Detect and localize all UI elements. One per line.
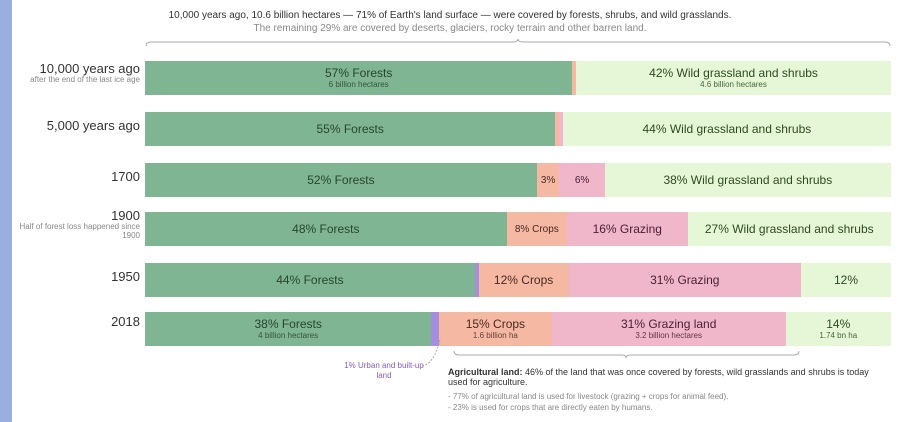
bar-segment-crops: 8% Crops (506, 212, 567, 246)
segment-label: 38% Forests (254, 317, 322, 331)
segment-label: 3% (540, 174, 556, 186)
bar-segment-grazing: 6% (559, 163, 605, 197)
bar-row: 57% Forests 6 billion hectares 42% Wild gr… (145, 61, 891, 95)
bar-segment-urban (431, 312, 439, 346)
segment-label: 27% Wild grassland and shrubs (704, 221, 874, 236)
segment-label: 44% Forests (276, 272, 344, 287)
segment-sublabel: 1.74 bn ha (819, 331, 858, 340)
agriculture-summary-label: Agricultural land: (448, 367, 523, 377)
header-line-2: The remaining 29% are covered by deserts… (253, 23, 647, 34)
top-bracket (145, 38, 891, 47)
segment-sublabel: 4.6 billion hectares (700, 80, 767, 89)
segment-label: 15% Crops (465, 317, 526, 331)
segment-label: 48% Forests (292, 221, 360, 236)
header-line-1: 10,000 years ago, 10.6 billion hectares … (168, 10, 732, 21)
row-label: 1700 (111, 169, 140, 184)
row-label: 2018 (111, 314, 140, 329)
agriculture-note-crops: - 23% is used for crops that are directl… (448, 403, 653, 412)
segment-label: 57% Forests (324, 66, 393, 80)
bar-row: 48% Forests 8% Crops 16% Grazing 27% Wild g… (145, 212, 891, 246)
bar-segment-forest: 57% Forests 6 billion hectares (145, 61, 573, 95)
bar-segment-wild: 27% Wild grassland and shrubs (687, 212, 891, 246)
bar-segment-forest: 52% Forests (145, 163, 537, 197)
segment-label: 44% Wild grassland and shrubs (642, 121, 812, 136)
bar-segment-crops (555, 112, 560, 146)
agriculture-summary-text: 46% of the land that was once covered by… (448, 367, 869, 387)
segment-label: 42% Wild grassland and shrubs (649, 66, 818, 80)
bar-segment-urban (474, 263, 479, 297)
row-label: 10,000 years ago (39, 61, 140, 76)
bar-segment-forest: 55% Forests (145, 112, 556, 146)
segment-sublabel: 4 billion hectares (258, 331, 319, 340)
segment-label: 16% Grazing (592, 221, 662, 236)
row-label: 5,000 years ago (46, 118, 140, 133)
row-label: 1900 (111, 208, 140, 223)
urban-leader-line (421, 339, 441, 367)
segment-label: 31% Grazing (650, 272, 720, 287)
segment-label: 31% Grazing land (621, 317, 717, 331)
bar-row: 44% Forests 12% Crops 31% Grazing 12% (145, 263, 891, 297)
segment-label: 52% Forests (307, 172, 375, 187)
bar-row: 38% Forests 4 billion hectares 15% Crops 1.… (145, 312, 891, 346)
bar-segment-wild: 14% 1.74 bn ha (785, 312, 891, 346)
row-sublabel: after the end of the last ice age (30, 75, 140, 84)
agriculture-summary: Agricultural land: 46% of the land that … (448, 367, 888, 387)
row-label: 1950 (111, 269, 140, 284)
segment-label: 8% Crops (514, 223, 559, 235)
bar-segment-grazing: 31% Grazing (568, 263, 802, 297)
bar-segment-grazing: 16% Grazing (566, 212, 688, 246)
agriculture-bracket (453, 350, 800, 359)
segment-label: 6% (574, 174, 590, 186)
bar-segment-wild: 38% Wild grassland and shrubs (604, 163, 891, 197)
bar-segment-wild: 44% Wild grassland and shrubs (562, 112, 891, 146)
urban-annotation: 1% Urban and built-up land (344, 361, 424, 380)
bar-segment-crops: 3% (536, 163, 560, 197)
bar-row: 52% Forests 3% 6% 38% Wild grassland and sh… (145, 163, 891, 197)
segment-sublabel: 3.2 billion hectares (635, 331, 703, 340)
segment-label: 38% Wild grassland and shrubs (663, 172, 833, 187)
segment-sublabel: 1.6 billion ha (472, 331, 518, 340)
segment-label: 12% Crops (493, 272, 554, 287)
row-sublabel: Half of forest loss happened since 1900 (19, 222, 140, 240)
agriculture-note-livestock: - 77% of agricultural land is used for l… (448, 392, 729, 401)
bar-segment-crops: 12% Crops (478, 263, 569, 297)
segment-label: 55% Forests (316, 121, 384, 136)
bar-segment-crops: 15% Crops 1.6 billion ha (438, 312, 552, 346)
bar-segment-forest: 48% Forests (145, 212, 507, 246)
bar-segment-grazing (559, 112, 563, 146)
segment-label: 14% (826, 317, 851, 331)
left-accent-strip (0, 0, 12, 422)
bar-row: 55% Forests 44% Wild grassland and shrubs (145, 112, 891, 146)
bar-segment-wild: 12% (801, 263, 891, 297)
bar-segment-forest: 44% Forests (145, 263, 475, 297)
bar-segment-crops (572, 61, 577, 95)
segment-sublabel: 6 billion hectares (328, 80, 389, 89)
bar-segment-forest: 38% Forests 4 billion hectares (145, 312, 432, 346)
segment-label: 12% (833, 272, 859, 287)
bar-segment-grazing: 31% Grazing land 3.2 billion hectares (551, 312, 786, 346)
bar-segment-wild: 42% Wild grassland and shrubs 4.6 billion… (576, 61, 891, 95)
